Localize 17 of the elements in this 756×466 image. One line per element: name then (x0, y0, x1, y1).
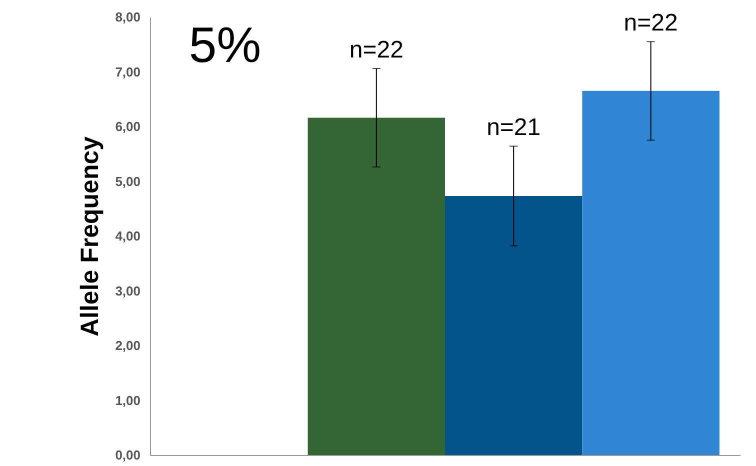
annotation: n=21 (486, 114, 541, 142)
annotation: n=22 (349, 36, 404, 64)
y-tick-label: 2,00 (115, 338, 140, 353)
y-tick-label: 6,00 (115, 119, 140, 134)
bar (582, 90, 720, 455)
bar (445, 196, 582, 455)
y-tick-label: 8,00 (115, 10, 140, 24)
y-tick-label: 1,00 (115, 392, 140, 408)
y-tick-label: 4,00 (115, 228, 140, 244)
y-tick-label: 7,00 (115, 64, 140, 80)
y-tick-label: 0,00 (115, 448, 140, 462)
annotation: n=22 (624, 10, 678, 37)
annotation: 5% (188, 17, 262, 73)
bar (308, 118, 445, 455)
y-tick-label: 5,00 (115, 174, 140, 189)
y-axis-title: Allele Frequency (76, 136, 104, 337)
y-tick-label: 3,00 (115, 283, 140, 298)
